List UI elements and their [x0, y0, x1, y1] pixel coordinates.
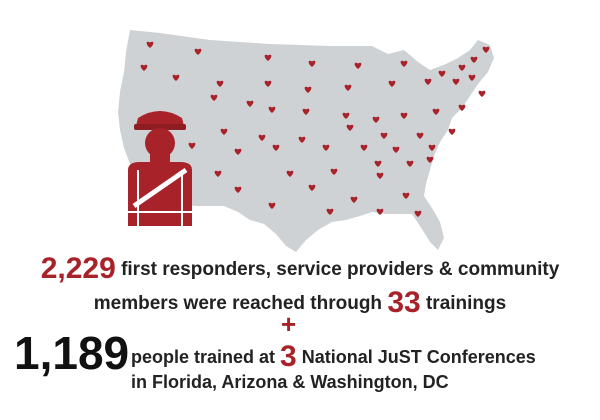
responder-head — [145, 128, 175, 158]
heart-icon — [376, 208, 384, 215]
heart-icon — [372, 116, 380, 123]
heart-icon — [146, 41, 154, 48]
trained-count: 1,189 — [14, 327, 130, 379]
heart-icon — [458, 104, 466, 111]
heart-icon — [216, 80, 224, 87]
conferences-line: people trained at 3 National JuST Confer… — [131, 340, 536, 374]
heart-icon — [172, 74, 180, 81]
heart-icon — [350, 196, 358, 203]
heart-icon — [354, 62, 362, 69]
heart-icon — [234, 148, 242, 155]
responder-hat — [136, 111, 184, 126]
trainings-line: members were reached through 33 training… — [0, 286, 600, 320]
heart-icon — [428, 144, 436, 151]
heart-icon — [268, 202, 276, 209]
heart-icon — [470, 56, 478, 63]
heart-icon — [344, 84, 352, 91]
heart-icon — [342, 112, 350, 119]
heart-icon — [424, 78, 432, 85]
heart-icon — [388, 80, 396, 87]
heart-icon — [482, 46, 490, 53]
heart-icon — [392, 146, 400, 153]
heart-icon — [308, 184, 316, 191]
heart-icon — [374, 160, 382, 167]
heart-icon — [234, 186, 242, 193]
heart-icon — [438, 70, 446, 77]
conferences-count: 3 — [280, 340, 297, 373]
us-map — [118, 30, 494, 252]
heart-icon — [140, 64, 148, 71]
reached-text-2: members were reached through — [93, 293, 383, 314]
heart-icon — [302, 108, 310, 115]
heart-icon — [330, 168, 338, 175]
heart-icon — [468, 74, 476, 81]
heart-icon — [258, 134, 266, 141]
reached-text: first responders, service providers & co… — [121, 259, 560, 280]
heart-icon — [402, 192, 410, 199]
heart-icon — [376, 172, 384, 179]
heart-icon — [246, 100, 254, 107]
conferences-text: National JuST Conferences — [301, 347, 536, 367]
heart-icon — [432, 108, 440, 115]
trained-text: people trained at — [131, 347, 276, 367]
first-responder-icon — [128, 111, 192, 226]
trainings-label: trainings — [425, 293, 507, 314]
heart-icon — [304, 86, 312, 93]
responder-hat-band — [134, 124, 186, 130]
heart-icon — [452, 78, 460, 85]
heart-icon — [268, 106, 276, 113]
heart-icon — [400, 112, 408, 119]
heart-icon — [188, 142, 196, 149]
responder-neck — [150, 154, 170, 164]
heart-icon — [286, 170, 294, 177]
heart-icon — [380, 132, 388, 139]
heart-icon — [346, 124, 354, 131]
plus-sign: + — [281, 309, 297, 339]
heart-icon — [448, 128, 456, 135]
us-map-icon — [118, 30, 494, 252]
locations-line: in Florida, Arizona & Washington, DC — [131, 372, 449, 392]
heart-icon — [220, 128, 228, 135]
responder-sash — [132, 167, 188, 209]
heart-icon — [458, 64, 466, 71]
heart-icon — [298, 136, 306, 143]
heart-icon — [478, 90, 486, 97]
heart-icon — [264, 80, 272, 87]
heart-icon — [416, 132, 424, 139]
heart-icon — [308, 60, 316, 67]
heart-icon — [272, 144, 280, 151]
heart-icon — [214, 170, 222, 177]
heart-icon — [210, 94, 218, 101]
us-map-shape — [118, 30, 494, 252]
heart-icon — [360, 144, 368, 151]
heart-icon — [322, 144, 330, 151]
reached-count: 2,229 — [40, 252, 116, 285]
heart-icon — [194, 48, 202, 55]
heart-icon — [264, 54, 272, 61]
heart-icon — [414, 210, 422, 217]
heart-icon — [406, 160, 414, 167]
reached-line: 2,229 first responders, service provider… — [0, 252, 600, 286]
heart-icon — [400, 60, 408, 67]
heart-icon — [326, 208, 334, 215]
heart-icon — [426, 156, 434, 163]
trainings-count: 33 — [387, 286, 421, 319]
